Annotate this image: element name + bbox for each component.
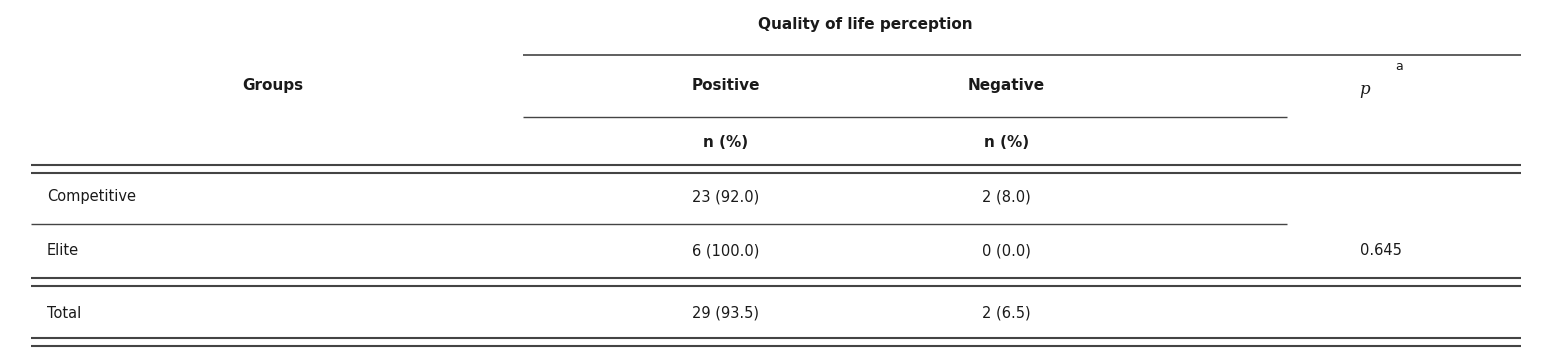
Text: a: a [1396,60,1402,73]
Text: Positive: Positive [691,79,760,93]
Text: Quality of life perception: Quality of life perception [758,18,973,32]
Text: 29 (93.5): 29 (93.5) [693,306,758,320]
Text: n (%): n (%) [704,135,747,150]
Text: 2 (8.0): 2 (8.0) [981,189,1031,204]
Text: n (%): n (%) [984,135,1028,150]
Text: p: p [1360,81,1370,98]
Text: 23 (92.0): 23 (92.0) [691,189,760,204]
Text: Total: Total [47,306,81,320]
Text: Negative: Negative [967,79,1045,93]
Text: 2 (6.5): 2 (6.5) [981,306,1031,320]
Text: 0.645: 0.645 [1360,244,1401,258]
Text: 6 (100.0): 6 (100.0) [691,244,760,258]
Text: Elite: Elite [47,244,80,258]
Text: 0 (0.0): 0 (0.0) [981,244,1031,258]
Text: Groups: Groups [242,79,304,93]
Text: Competitive: Competitive [47,189,136,204]
